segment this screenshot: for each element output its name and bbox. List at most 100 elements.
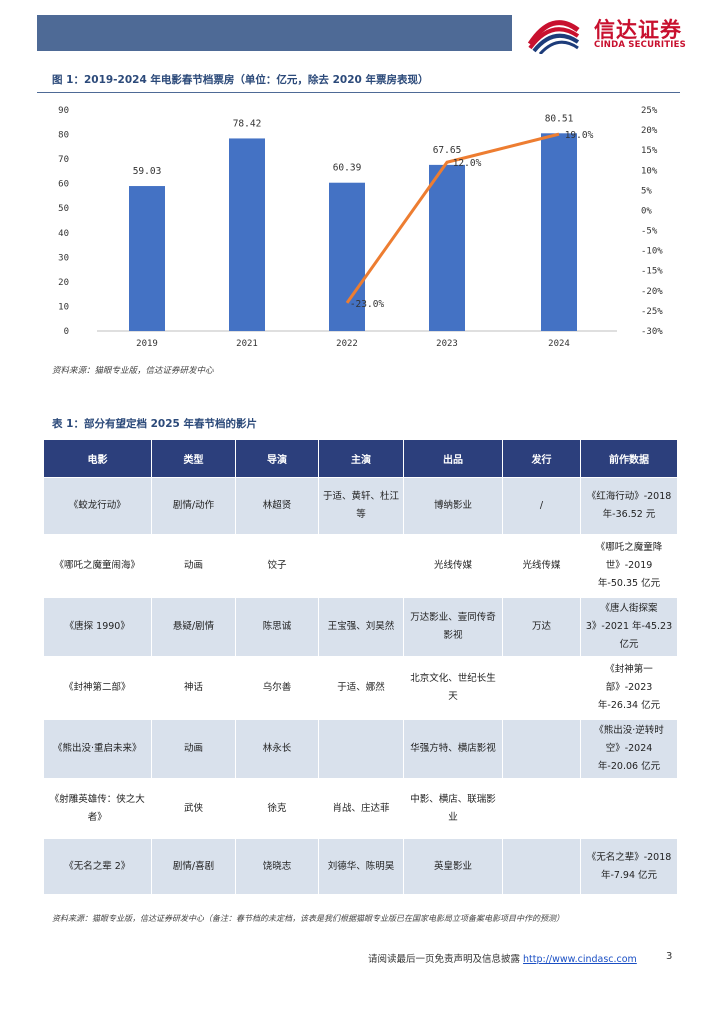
cell-genre: 动画 (151, 718, 236, 781)
y-tick-label: 70 (58, 155, 69, 165)
cell-film: 《唐探 1990》 (43, 596, 152, 659)
cell-distributor (502, 779, 581, 839)
y2-tick-label: 5% (641, 186, 652, 196)
x-tick-label: 2019 (136, 339, 158, 349)
cell-film: 《射雕英雄传：侠之大者》 (43, 779, 152, 839)
y-tick-label: 10 (58, 302, 69, 312)
y-tick-label: 20 (58, 278, 69, 288)
figure-source: 资料来源：猫眼专业版，信达证券研发中心 (52, 366, 214, 376)
cell-film: 《蛟龙行动》 (43, 477, 152, 537)
cell-film: 《封神第二部》 (43, 657, 152, 720)
cell-genre: 动画 (151, 535, 236, 598)
y2-tick-label: 0% (641, 206, 652, 216)
cell-producer: 万达影业、壹同传奇影视 (403, 596, 503, 659)
header-bar (37, 15, 512, 51)
cell-producer: 博纳影业 (403, 477, 503, 537)
col-header-film: 电影 (43, 439, 152, 478)
bar (129, 186, 165, 331)
growth-value-label: -23.0% (350, 299, 385, 310)
logo-english: CINDA SECURITIES (594, 40, 686, 50)
y2-tick-label: -20% (641, 287, 663, 297)
y-tick-label: 60 (58, 180, 69, 190)
cell-distributor: 万达 (502, 596, 581, 659)
cell-genre: 悬疑/剧情 (151, 596, 236, 659)
cell-prior-data: 《红海行动》-2018 年-36.52 元 (580, 477, 678, 537)
y-tick-label: 80 (58, 131, 69, 141)
col-header-director: 导演 (235, 439, 319, 478)
page-number: 3 (666, 951, 673, 962)
y2-tick-label: 15% (641, 146, 658, 156)
y2-tick-label: -5% (641, 227, 658, 237)
y-tick-label: 90 (58, 106, 69, 116)
bar (541, 133, 577, 331)
bar (429, 164, 465, 331)
cinda-logo-icon (527, 20, 580, 54)
y-tick-label: 50 (58, 204, 69, 214)
cell-film: 《无名之辈 2》 (43, 837, 152, 897)
table-source: 资料来源：猫眼专业版，信达证券研发中心（备注：春节档的未定档，该表是我们根据猫眼… (52, 914, 564, 923)
cell-genre: 武侠 (151, 779, 236, 839)
cell-director: 徐克 (235, 779, 319, 839)
cell-prior-data: 《无名之辈》-2018 年-7.94 亿元 (580, 837, 678, 897)
table-row: 《无名之辈 2》 剧情/喜剧 饶晓志 刘德华、陈明昊 英皇影业 《无名之辈》-2018 年… (43, 837, 678, 897)
cell-distributor (502, 657, 581, 720)
x-tick-label: 2024 (548, 339, 570, 349)
y2-tick-label: 25% (641, 106, 658, 116)
cell-cast (318, 718, 404, 781)
logo-mark (527, 20, 580, 54)
table-row: 《唐探 1990》 悬疑/剧情 陈思诚 王宝强、刘昊然 万达影业、壹同传奇影视 万达 《唐人… (43, 596, 678, 659)
bar-value-label: 60.39 (333, 163, 362, 174)
cell-cast (318, 535, 404, 598)
cell-distributor: 光线传媒 (502, 535, 581, 598)
growth-value-label: 19.0% (565, 130, 594, 141)
bar-value-label: 59.03 (133, 166, 162, 177)
y2-tick-label: -10% (641, 247, 663, 257)
y2-tick-label: -30% (641, 327, 663, 337)
table-row: 《哪吒之魔童闹海》 动画 饺子 光线传媒 光线传媒 《哪吒之魔童降世》-2019 年-50… (43, 535, 678, 598)
figure-title: 图 1：2019-2024 年电影春节档票房（单位：亿元，除去 2020 年票房… (52, 74, 429, 86)
y-tick-label: 0 (64, 327, 69, 337)
x-tick-label: 2021 (236, 339, 258, 349)
table-row: 《熊出没·重启未来》 动画 林永长 华强方特、横店影视 《熊出没·逆转时空》-2024 … (43, 718, 678, 781)
col-header-cast: 主演 (318, 439, 404, 478)
y2-tick-label: -15% (641, 267, 663, 277)
logo-chinese: 信达证券 (594, 18, 682, 42)
cell-cast: 于适、娜然 (318, 657, 404, 720)
cell-film: 《哪吒之魔童闹海》 (43, 535, 152, 598)
table-row: 《封神第二部》 神话 乌尔善 于适、娜然 北京文化、世纪长生天 《封神第一部》-2023 … (43, 657, 678, 720)
col-header-prior-data: 前作数据 (580, 439, 678, 478)
bar-value-label: 67.65 (433, 145, 462, 156)
cell-prior-data: 《唐人街探案 3》-2021 年-45.23 亿元 (580, 596, 678, 659)
cell-director: 饶晓志 (235, 837, 319, 897)
bar (329, 182, 365, 331)
y-tick-label: 30 (58, 253, 69, 263)
y2-tick-label: 20% (641, 126, 658, 136)
cell-director: 林超贤 (235, 477, 319, 537)
cell-prior-data: 《封神第一部》-2023 年-26.34 亿元 (580, 657, 678, 720)
cell-cast: 刘德华、陈明昊 (318, 837, 404, 897)
footer-text: 请阅读最后一页免责声明及信息披露 (368, 954, 524, 965)
cell-distributor (502, 718, 581, 781)
cell-distributor (502, 837, 581, 897)
cell-genre: 剧情/喜剧 (151, 837, 236, 897)
cell-prior-data (580, 779, 678, 839)
col-header-producer: 出品 (403, 439, 503, 478)
cell-producer: 光线传媒 (403, 535, 503, 598)
y2-tick-label: -25% (641, 307, 663, 317)
cell-director: 饺子 (235, 535, 319, 598)
cell-director: 乌尔善 (235, 657, 319, 720)
growth-value-label: 12.0% (453, 158, 482, 169)
cell-director: 陈思诚 (235, 596, 319, 659)
figure-divider (37, 92, 680, 93)
footer-link[interactable]: http://www.cindasc.com (523, 954, 637, 965)
films-table: 电影 类型 导演 主演 出品 发行 前作数据 《蛟龙行动》 剧情/动作 林超贤 于适、… (43, 439, 678, 897)
y2-tick-label: 10% (641, 166, 658, 176)
table-header-row: 电影 类型 导演 主演 出品 发行 前作数据 (43, 439, 678, 478)
cell-producer: 北京文化、世纪长生天 (403, 657, 503, 720)
cell-director: 林永长 (235, 718, 319, 781)
footer-disclaimer: 请阅读最后一页免责声明及信息披露 http://www.cindasc.com (368, 951, 637, 965)
cell-producer: 华强方特、横店影视 (403, 718, 503, 781)
box-office-chart: 0 10 20 30 40 50 60 70 80 90 -30% -25% -20% -15% -10% -… (58, 106, 663, 349)
col-header-distributor: 发行 (502, 439, 581, 478)
cell-prior-data: 《熊出没·逆转时空》-2024 年-20.06 亿元 (580, 718, 678, 781)
